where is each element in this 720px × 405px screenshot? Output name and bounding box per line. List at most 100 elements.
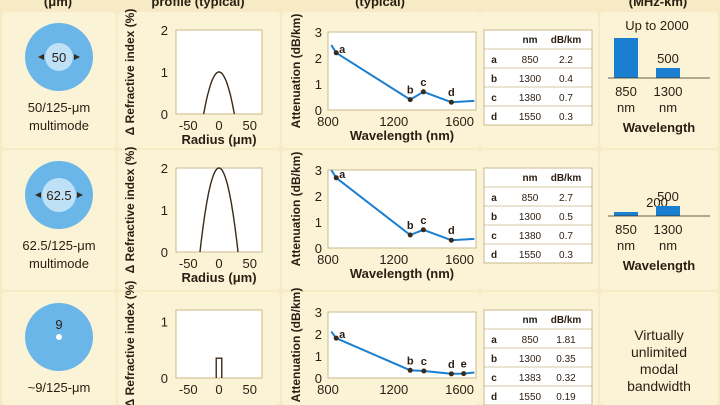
table-cell-id: b bbox=[491, 354, 497, 365]
attenuation-point-label: d bbox=[448, 359, 455, 371]
profile-x-tick: -50 bbox=[179, 382, 198, 397]
attenuation-point-e bbox=[461, 371, 467, 377]
attenuation-y-label: Attenuation (dB/km) bbox=[289, 14, 303, 129]
value-table bbox=[483, 29, 593, 126]
core-diameter-label: 62.5 bbox=[46, 188, 71, 203]
bandwidth-category: 850 bbox=[615, 84, 637, 99]
attenuation-point-label: a bbox=[339, 329, 346, 341]
table-cell-nm: 1383 bbox=[519, 373, 542, 384]
profile-y-tick: 2 bbox=[161, 161, 168, 176]
bandwidth-value-label: Up to 2000 bbox=[625, 18, 689, 33]
table-cell-nm: 1550 bbox=[519, 250, 542, 261]
attenuation-y-tick: 3 bbox=[315, 163, 322, 178]
header-col5: (MHz-km) bbox=[629, 0, 688, 9]
attenuation-y-tick: 2 bbox=[315, 189, 322, 204]
attenuation-point-d bbox=[448, 237, 454, 243]
attenuation-y-tick: 2 bbox=[315, 327, 322, 342]
attenuation-point-b bbox=[407, 232, 413, 238]
bandwidth-category: 1300 bbox=[654, 222, 683, 237]
bandwidth-bar-850 bbox=[614, 212, 638, 216]
table-cell-db: 1.81 bbox=[556, 335, 576, 346]
attenuation-y-tick: 0 bbox=[315, 371, 322, 386]
profile-x-tick: 0 bbox=[215, 382, 222, 397]
table-cell-db: 0.4 bbox=[559, 74, 573, 85]
header-col1: (μm) bbox=[44, 0, 72, 9]
table-cell-db: 0.19 bbox=[556, 392, 576, 403]
table-cell-db: 0.32 bbox=[556, 373, 576, 384]
attenuation-point-label: c bbox=[420, 215, 426, 227]
table-cell-id: d bbox=[491, 392, 497, 403]
profile-x-tick: 0 bbox=[215, 118, 222, 133]
attenuation-x-tick: 800 bbox=[317, 252, 339, 267]
attenuation-point-b bbox=[407, 367, 413, 373]
table-header: nm bbox=[523, 173, 538, 184]
attenuation-point-label: b bbox=[407, 355, 414, 367]
profile-y-tick: 1 bbox=[161, 65, 168, 80]
table-header: nm bbox=[523, 315, 538, 326]
profile-y-tick: 0 bbox=[161, 107, 168, 122]
attenuation-point-label: b bbox=[407, 220, 414, 232]
fiber-type-line: 50/125-μm bbox=[28, 100, 90, 115]
bandwidth-note-line: bandwidth bbox=[627, 378, 691, 394]
profile-x-tick: -50 bbox=[179, 118, 198, 133]
profile-y-tick: 0 bbox=[161, 245, 168, 260]
attenuation-point-label: c bbox=[421, 356, 427, 368]
table-cell-id: c bbox=[491, 373, 497, 384]
profile-y-label: Δ Refractive index (%) bbox=[123, 9, 137, 136]
table-cell-nm: 850 bbox=[522, 55, 539, 66]
table-cell-id: c bbox=[491, 231, 497, 242]
table-cell-nm: 1550 bbox=[519, 112, 542, 123]
table-cell-db: 0.3 bbox=[559, 250, 573, 261]
fiber-type-line: 62.5/125-μm bbox=[22, 238, 95, 253]
attenuation-x-tick: 1200 bbox=[379, 114, 408, 129]
bandwidth-note-line: Virtually bbox=[634, 327, 684, 343]
profile-plot-area bbox=[175, 309, 263, 379]
bandwidth-x-label: Wavelength bbox=[623, 120, 696, 135]
bandwidth-category-unit: nm bbox=[617, 238, 635, 253]
profile-y-label: Δ Refractive index (%) bbox=[123, 281, 137, 405]
value-table bbox=[483, 167, 593, 264]
attenuation-point-a bbox=[333, 335, 339, 341]
profile-x-tick: 50 bbox=[242, 382, 256, 397]
attenuation-x-tick: 800 bbox=[317, 382, 339, 397]
attenuation-y-tick: 1 bbox=[315, 349, 322, 364]
attenuation-x-tick: 1600 bbox=[445, 252, 474, 267]
profile-curve bbox=[202, 71, 236, 115]
table-cell-nm: 850 bbox=[522, 335, 539, 346]
bandwidth-category-unit: nm bbox=[617, 100, 635, 115]
attenuation-point-d bbox=[448, 371, 454, 377]
attenuation-y-tick: 0 bbox=[315, 103, 322, 118]
bandwidth-value-label: 500 bbox=[657, 189, 679, 204]
attenuation-x-tick: 1200 bbox=[379, 382, 408, 397]
header-col3: (typical) bbox=[355, 0, 405, 9]
attenuation-plot-area bbox=[327, 169, 477, 249]
table-header: dB/km bbox=[551, 315, 582, 326]
attenuation-point-label: a bbox=[339, 169, 346, 181]
profile-y-tick: 2 bbox=[161, 23, 168, 38]
table-cell-nm: 1300 bbox=[519, 354, 542, 365]
attenuation-x-tick: 1200 bbox=[379, 252, 408, 267]
cell-r3-c5 bbox=[600, 292, 718, 405]
attenuation-point-label: a bbox=[339, 44, 346, 56]
core-arrows bbox=[35, 192, 83, 198]
attenuation-y-tick: 3 bbox=[315, 25, 322, 40]
table-cell-db: 0.35 bbox=[556, 354, 576, 365]
profile-y-label: Δ Refractive index (%) bbox=[123, 147, 137, 274]
table-cell-id: c bbox=[491, 93, 497, 104]
row-1: 50 50/125-μm multimode 0 1 2 -50 0 50 Δ Refractiv… bbox=[25, 9, 710, 147]
header-col2: profile (typical) bbox=[151, 0, 244, 9]
table-cell-db: 2.7 bbox=[559, 193, 573, 204]
bandwidth-note-line: modal bbox=[640, 361, 678, 377]
profile-curve bbox=[199, 167, 239, 253]
table-cell-id: d bbox=[491, 250, 497, 261]
table-cell-id: b bbox=[491, 74, 497, 85]
table-cell-db: 0.7 bbox=[559, 93, 573, 104]
table-cell-nm: 1300 bbox=[519, 212, 542, 223]
fiber-type-line: multimode bbox=[29, 118, 89, 133]
attenuation-y-tick: 2 bbox=[315, 51, 322, 66]
attenuation-plot-area bbox=[327, 31, 477, 111]
attenuation-x-label: Wavelength (nm) bbox=[350, 128, 454, 143]
value-table bbox=[483, 309, 593, 405]
bandwidth-bar-1300 bbox=[656, 68, 680, 78]
